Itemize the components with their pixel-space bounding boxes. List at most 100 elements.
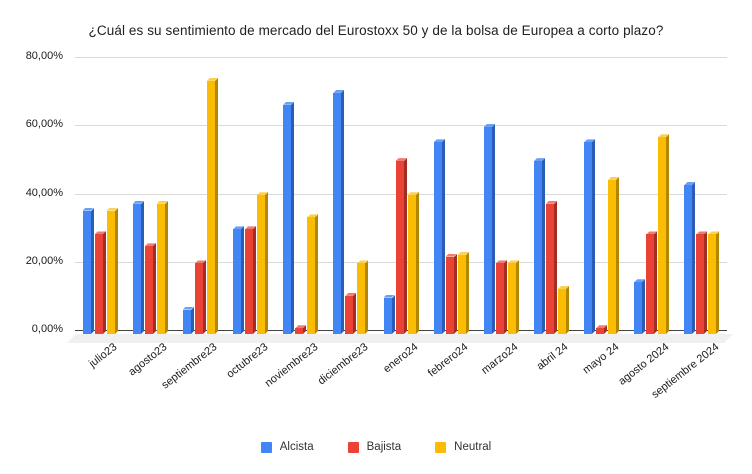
bar-side-alcista bbox=[140, 200, 144, 334]
bar-front-bajista bbox=[445, 256, 454, 334]
bar-front-alcista bbox=[132, 203, 141, 334]
bar-front-alcista bbox=[333, 92, 342, 334]
bar-top-neutral bbox=[357, 260, 368, 263]
bar-front-neutral bbox=[557, 289, 566, 334]
bar-front-alcista bbox=[684, 184, 693, 334]
bar-front-alcista bbox=[634, 282, 643, 334]
bar-top-bajista bbox=[546, 201, 557, 204]
bar-front-bajista bbox=[144, 246, 153, 334]
bar-top-neutral bbox=[157, 201, 168, 204]
bar-front-alcista bbox=[433, 142, 442, 334]
bar-front-neutral bbox=[708, 234, 717, 334]
bar-side-neutral bbox=[616, 176, 620, 334]
legend-item-neutral: Neutral bbox=[435, 441, 491, 453]
bar-front-alcista bbox=[584, 142, 593, 334]
bar-side-bajista bbox=[102, 231, 106, 334]
bar-side-alcista bbox=[190, 306, 194, 334]
bar-top-bajista bbox=[596, 325, 607, 328]
bar-side-alcista bbox=[491, 123, 495, 334]
bar-front-neutral bbox=[608, 179, 617, 334]
legend-swatch-bajista bbox=[347, 441, 359, 453]
bar-top-bajista bbox=[95, 231, 106, 234]
bar-front-alcista bbox=[233, 229, 242, 334]
bar-top-bajista bbox=[195, 260, 206, 263]
bar-side-bajista bbox=[453, 253, 457, 334]
bar-side-alcista bbox=[692, 181, 696, 334]
bar-side-alcista bbox=[391, 294, 395, 334]
bar-top-alcista bbox=[183, 307, 194, 310]
bar-top-neutral bbox=[307, 214, 318, 217]
bar-front-bajista bbox=[345, 295, 354, 334]
bar-top-alcista bbox=[283, 102, 294, 105]
bar-side-neutral bbox=[214, 77, 218, 334]
bar-top-bajista bbox=[396, 158, 407, 161]
bar-front-bajista bbox=[245, 229, 254, 334]
chart-title: ¿Cuál es su sentimiento de mercado del E… bbox=[88, 23, 664, 38]
bar-top-neutral bbox=[508, 260, 519, 263]
bar-side-neutral bbox=[515, 260, 519, 334]
bar-side-bajista bbox=[202, 260, 206, 334]
bar-top-bajista bbox=[295, 325, 306, 328]
gridline bbox=[75, 57, 727, 58]
bar-side-neutral bbox=[565, 286, 569, 334]
bar-side-neutral bbox=[265, 192, 269, 334]
y-axis-tick-label: 40,00% bbox=[25, 187, 63, 199]
bar-top-alcista bbox=[384, 295, 395, 298]
bar-top-neutral bbox=[708, 231, 719, 234]
bar-top-bajista bbox=[496, 260, 507, 263]
bar-front-neutral bbox=[658, 137, 667, 334]
bar-top-alcista bbox=[684, 182, 695, 185]
bar-side-neutral bbox=[365, 260, 369, 334]
bar-side-alcista bbox=[90, 207, 94, 334]
bar-front-neutral bbox=[206, 80, 215, 334]
legend-swatch-alcista bbox=[260, 441, 272, 453]
bar-side-neutral bbox=[666, 134, 670, 334]
bar-side-neutral bbox=[114, 207, 118, 334]
bar-front-neutral bbox=[407, 195, 416, 334]
bar-top-bajista bbox=[145, 243, 156, 246]
bar-top-bajista bbox=[646, 231, 657, 234]
bar-top-alcista bbox=[484, 124, 495, 127]
bar-side-neutral bbox=[315, 214, 319, 334]
bar-top-neutral bbox=[658, 134, 669, 137]
bar-front-bajista bbox=[696, 234, 705, 334]
bar-top-bajista bbox=[696, 231, 707, 234]
bar-front-neutral bbox=[357, 263, 366, 334]
bar-top-alcista bbox=[534, 158, 545, 161]
bar-side-alcista bbox=[341, 89, 345, 334]
bar-front-alcista bbox=[283, 104, 292, 334]
bar-side-neutral bbox=[465, 251, 469, 334]
bar-top-alcista bbox=[434, 139, 445, 142]
bar-side-bajista bbox=[553, 200, 557, 334]
bar-front-bajista bbox=[646, 234, 655, 334]
bar-side-alcista bbox=[241, 226, 245, 334]
legend-item-alcista: Alcista bbox=[260, 441, 314, 453]
bar-top-bajista bbox=[245, 226, 256, 229]
y-axis-tick-label: 20,00% bbox=[25, 255, 63, 267]
bar-top-alcista bbox=[133, 201, 144, 204]
bar-front-alcista bbox=[533, 161, 542, 334]
bar-top-bajista bbox=[345, 293, 356, 296]
bar-top-neutral bbox=[408, 192, 419, 195]
bar-front-alcista bbox=[383, 297, 392, 334]
y-axis-tick-label: 60,00% bbox=[25, 118, 63, 130]
bar-side-alcista bbox=[642, 279, 646, 334]
bar-top-neutral bbox=[257, 192, 268, 195]
bar-top-alcista bbox=[584, 139, 595, 142]
bar-top-alcista bbox=[83, 208, 94, 211]
bar-side-neutral bbox=[415, 192, 419, 334]
bar-front-bajista bbox=[94, 234, 103, 334]
bar-side-bajista bbox=[152, 243, 156, 334]
bar-side-bajista bbox=[503, 260, 507, 334]
y-axis-tick-label: 80,00% bbox=[25, 50, 63, 62]
bar-side-alcista bbox=[592, 139, 596, 334]
bar-front-neutral bbox=[457, 254, 466, 334]
legend: Alcista Bajista Neutral bbox=[0, 441, 752, 453]
bar-side-bajista bbox=[704, 231, 708, 334]
bar-front-bajista bbox=[295, 328, 304, 334]
bar-front-neutral bbox=[257, 195, 266, 334]
bar-side-neutral bbox=[164, 200, 168, 334]
bar-top-neutral bbox=[558, 286, 569, 289]
